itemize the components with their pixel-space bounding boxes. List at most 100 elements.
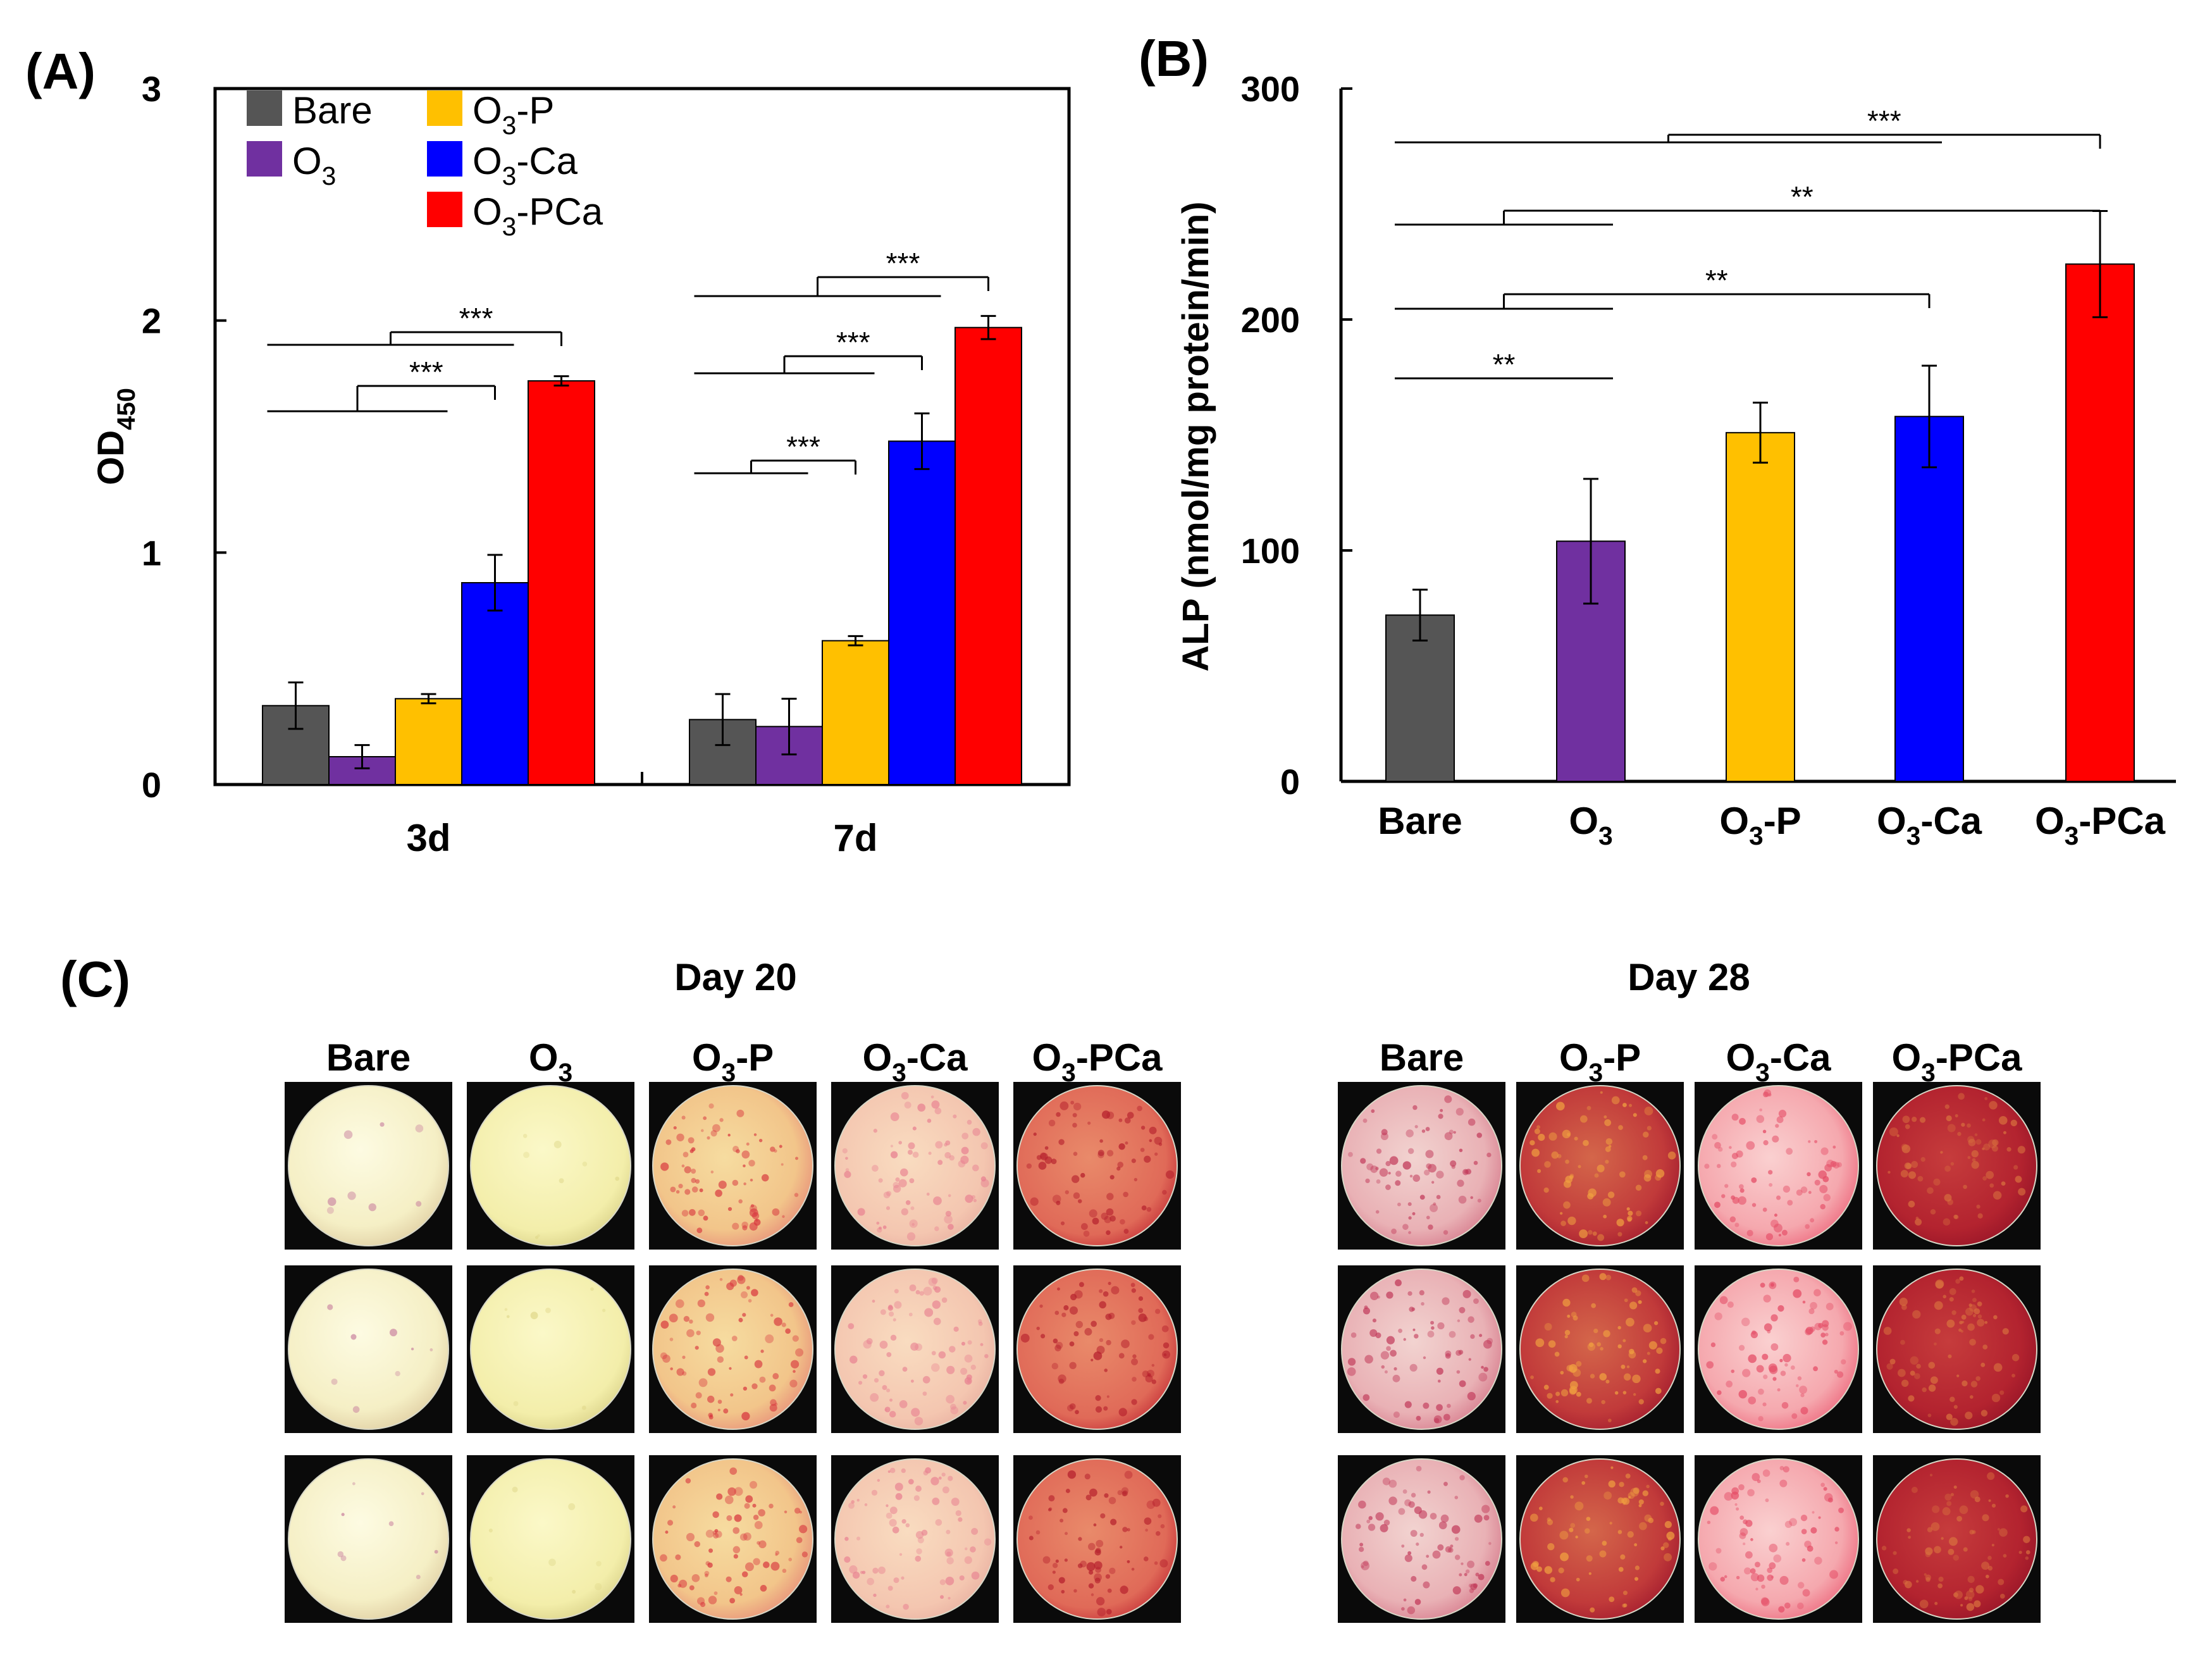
stain-spot [1134,1177,1138,1182]
stain-spot [691,1177,696,1183]
stain-spot [729,1367,732,1370]
stain-spot [1660,1501,1664,1506]
stain-spot [504,1308,508,1312]
stain-spot [1562,1477,1568,1483]
stain-spot [1965,1307,1974,1316]
stain-spot [1434,1418,1440,1424]
stain-spot [955,1510,961,1517]
stain-spot [1459,1573,1462,1577]
stain-spot [1965,1590,1975,1599]
stain-spot [734,1487,743,1496]
plate-column-label-suffix: -Ca [1770,1036,1831,1079]
stain-spot [1610,1466,1614,1469]
stain-spot [1786,1542,1790,1546]
stain-spot [488,1576,493,1582]
stain-spot [689,1149,694,1153]
stain-spot [867,1577,874,1586]
stain-spot [703,1116,707,1120]
plate-column-label: O3-Ca [1726,1036,1831,1087]
stain-spot [939,1579,946,1586]
stain-spot [1605,1379,1610,1384]
stain-spot [883,1191,891,1199]
stain-spot [1143,1317,1149,1322]
stain-spot [729,1598,736,1604]
stain-spot [1563,1201,1571,1209]
stain-spot [1986,1170,1994,1179]
stain-spot [1998,1579,2005,1586]
stain-spot [887,1586,893,1591]
stain-spot [749,1208,758,1217]
stain-spot [1602,1198,1611,1207]
stain-spot [930,1095,934,1099]
stain-spot [1461,1562,1464,1565]
stain-spot [1054,1310,1060,1315]
stain-spot [2025,1556,2029,1560]
stain-spot [665,1139,672,1145]
stain-spot [796,1537,803,1544]
stain-spot [1121,1339,1130,1348]
stain-spot [1900,1170,1908,1178]
stain-spot [750,1178,753,1182]
stain-spot [1768,1170,1773,1175]
stain-spot [1903,1580,1908,1585]
bar-O3-Ca [1894,416,1964,782]
stain-spot [1808,1140,1811,1143]
stain-spot [1984,1320,1988,1324]
stain-spot [1644,1107,1653,1115]
stain-spot [1575,1536,1578,1539]
stain-spot [1361,1561,1370,1570]
stain-spot [1359,1546,1364,1553]
stain-spot [931,1100,940,1109]
stain-spot [1625,1473,1631,1479]
stain-spot [1382,1477,1390,1486]
stain-spot [1645,1221,1648,1224]
stain-spot [933,1196,942,1205]
stain-spot [1362,1307,1370,1315]
stain-spot [948,1224,954,1230]
stain-spot [1478,1574,1485,1580]
stain-spot [950,1406,959,1415]
stain-spot [1584,1528,1590,1534]
stain-spot [1954,1215,1959,1220]
stain-spot [1638,1499,1644,1505]
stain-spot [1660,1546,1665,1551]
stain-spot [1035,1530,1041,1535]
stain-spot [1558,1567,1564,1574]
stain-spot [1041,1334,1046,1339]
stain-spot [1065,1190,1069,1195]
stain-spot [1362,1560,1369,1567]
stain-spot [1797,1582,1805,1589]
stain-spot [1403,1338,1406,1341]
stain-spot [1118,1408,1127,1417]
stain-spot [1402,1489,1407,1494]
chart-a-y-axis-label-sub: 450 [113,388,140,430]
stain-spot [1784,1602,1791,1609]
stain-spot [1486,1152,1492,1158]
well-stain [288,1458,449,1620]
stain-spot [961,1133,969,1139]
stain-spot [759,1376,766,1383]
stain-spot [1953,1214,1958,1219]
plate-column-label-base: Bare [1380,1036,1464,1079]
stain-spot [1915,1218,1922,1226]
plate-column-label-suffix: -P [736,1036,774,1079]
stain-spot [705,1529,714,1538]
stain-spot [1409,1363,1418,1372]
stain-spot [1117,1490,1123,1496]
stain-spot [1834,1541,1838,1544]
bar-O3-P-3d [395,698,462,786]
plate-column-label: O3-PCa [1032,1036,1163,1087]
stain-spot [1999,1390,2005,1395]
stain-spot [1061,1312,1066,1317]
stain-spot [1635,1184,1642,1191]
stain-spot [1578,1165,1581,1169]
stain-spot [676,1133,684,1141]
stain-spot [1532,1560,1539,1568]
stain-spot [712,1338,721,1347]
stain-spot [946,1529,951,1534]
stain-spot [889,1410,896,1418]
y-tick-label: 100 [1241,531,1300,571]
stain-spot [1823,1194,1831,1201]
stain-spot [1768,1093,1772,1097]
stain-spot [726,1515,732,1521]
